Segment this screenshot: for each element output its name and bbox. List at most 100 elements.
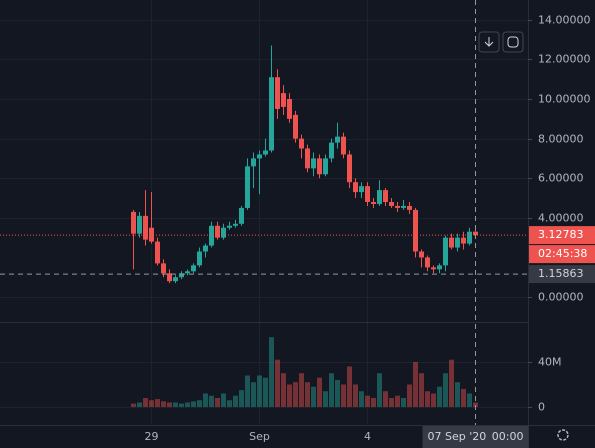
y-tick-label: 14.00000	[538, 14, 591, 27]
candle-body	[215, 225, 220, 238]
crosshair-time-label: 00:00	[492, 430, 524, 443]
volume-bar	[299, 373, 304, 407]
last-price-box	[529, 226, 595, 245]
volume-bar	[131, 403, 136, 407]
crosshair-time-box	[422, 426, 529, 448]
volume-bar	[161, 401, 166, 407]
volume-bar	[281, 373, 286, 407]
plot	[0, 0, 528, 425]
x-tick-label: Sep	[249, 430, 270, 443]
volume-bar	[155, 399, 160, 407]
volume-bar	[251, 382, 256, 407]
volume-bar	[209, 395, 214, 407]
volume-bar	[389, 397, 394, 407]
button-frame[interactable]	[502, 31, 524, 53]
candle-body	[431, 267, 436, 270]
volume-bar	[293, 382, 298, 407]
y-tick-label: 12.00000	[538, 53, 591, 66]
candle-body	[167, 273, 172, 282]
candle-body	[335, 136, 340, 143]
volume-bar	[239, 390, 244, 407]
candle-body	[443, 237, 448, 266]
volume-bar	[197, 400, 202, 407]
candle-body	[131, 211, 136, 234]
reset-button[interactable]	[502, 31, 524, 53]
candle-body	[341, 136, 346, 155]
volume-bar	[275, 359, 280, 407]
y-tick-label: 10.00000	[538, 93, 591, 106]
volume-bar	[431, 393, 436, 407]
y-tick-label: 4.00000	[538, 212, 584, 225]
volume-bar	[245, 375, 250, 407]
candle-body	[359, 186, 364, 193]
candle-body	[143, 215, 148, 240]
candle-body	[203, 245, 208, 252]
y-tick-label: 6.00000	[538, 172, 584, 185]
candle-body	[227, 225, 232, 228]
volume-bar	[257, 375, 262, 407]
scroll-button[interactable]	[478, 31, 500, 53]
candle-body	[407, 205, 412, 210]
y-tick-label: 40M	[538, 356, 562, 369]
candle-body	[473, 231, 478, 236]
candle-body	[365, 186, 370, 202]
volume-bar	[437, 386, 442, 407]
volume-bar	[149, 400, 154, 407]
volume-bar	[359, 391, 364, 407]
volume-bar	[419, 373, 424, 407]
reset-icon	[507, 36, 519, 48]
candle-body	[155, 241, 160, 264]
candle-body	[413, 209, 418, 252]
y-tick-label: 0.00000	[538, 291, 584, 304]
volume-bar	[143, 397, 148, 407]
candle-body	[233, 223, 238, 226]
countdown-box	[529, 245, 595, 264]
candle-body	[221, 227, 226, 238]
candle-body	[317, 158, 322, 175]
gear-icon[interactable]	[557, 429, 569, 441]
x-tick-label: 4	[364, 430, 371, 443]
candle-body	[323, 158, 328, 175]
volume-bar	[347, 366, 352, 407]
candle-body	[161, 263, 166, 274]
volume-bar	[353, 384, 358, 407]
volume-bar	[395, 395, 400, 407]
volume-bar	[377, 373, 382, 407]
candle-body	[449, 237, 454, 248]
candle-body	[377, 190, 382, 204]
settings-button[interactable]	[557, 429, 569, 441]
candle-body	[197, 251, 202, 266]
volume-bar	[473, 402, 478, 407]
volume-bar	[179, 403, 184, 407]
candle-body	[467, 231, 472, 244]
candle-body	[287, 99, 292, 119]
candle-body	[239, 207, 244, 224]
volume-bar	[455, 382, 460, 407]
volume-bar	[191, 401, 196, 407]
candle-body	[383, 190, 388, 202]
volume-bar	[407, 384, 412, 407]
y-tick-label: 0	[538, 401, 545, 414]
volume-bar	[401, 397, 406, 407]
volume-bar	[233, 395, 238, 407]
volume-bar	[467, 393, 472, 407]
volume-bar	[215, 397, 220, 407]
volume-bar	[371, 397, 376, 407]
candle-body	[257, 154, 262, 159]
volume-bar	[365, 395, 370, 407]
candle-body	[425, 257, 430, 268]
candle-body	[395, 205, 400, 208]
candle-body	[329, 142, 334, 159]
last-price-label: 3.12783	[538, 228, 584, 241]
volume-bar	[137, 402, 142, 407]
crosshair-price-label: 1.15863	[538, 267, 584, 280]
crosshair-price-box	[529, 265, 595, 284]
volume-bar	[263, 377, 268, 407]
candle-body	[245, 166, 250, 208]
volume-bar	[317, 377, 322, 407]
candle-body	[389, 201, 394, 206]
candle-body	[461, 237, 466, 244]
